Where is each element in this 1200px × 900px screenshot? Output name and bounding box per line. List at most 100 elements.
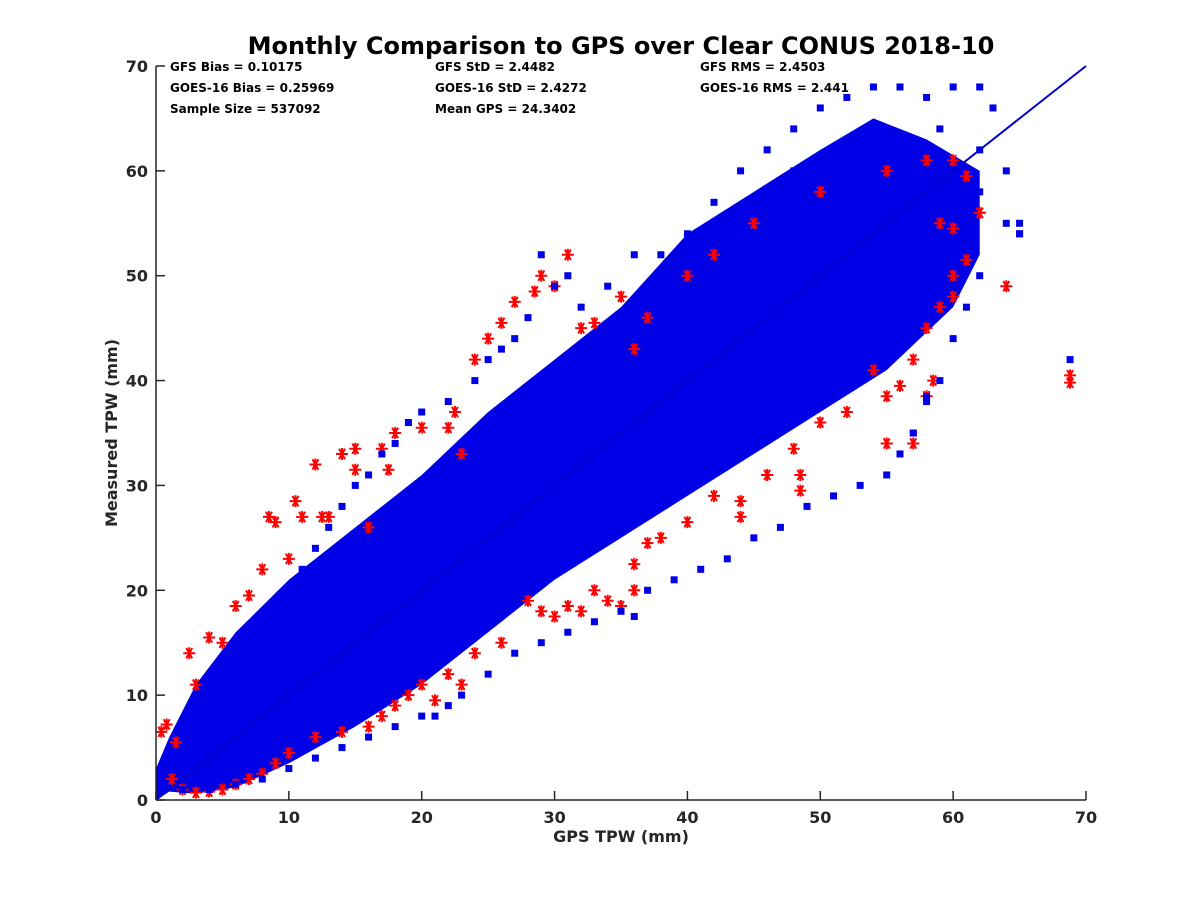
goes16-point <box>256 563 269 576</box>
gfs-point <box>697 565 705 573</box>
y-tick-label: 60 <box>126 162 148 181</box>
gfs-point <box>338 670 346 678</box>
goes16-point <box>880 164 893 177</box>
gfs-point <box>843 93 851 101</box>
goes16-point <box>169 736 182 749</box>
goes16-point <box>960 170 973 183</box>
gfs-point <box>311 544 319 552</box>
gfs-point <box>564 628 572 636</box>
gfs-point <box>325 523 333 531</box>
gfs-point <box>923 93 931 101</box>
goes16-point <box>262 510 275 523</box>
goes16-point <box>628 584 641 597</box>
gfs-point <box>471 377 479 385</box>
goes16-series <box>156 154 1077 799</box>
gfs-point <box>378 450 386 458</box>
gfs-point <box>869 251 877 259</box>
gfs-point <box>218 670 226 678</box>
gfs-point <box>923 398 931 406</box>
goes16-point <box>455 447 468 460</box>
goes16-point <box>468 353 481 366</box>
gfs-point <box>737 167 745 175</box>
goes16-point <box>548 610 561 623</box>
gfs-point <box>790 167 798 175</box>
gfs-point <box>1002 219 1010 227</box>
gfs-point <box>737 219 745 227</box>
gfs-point <box>165 765 173 773</box>
x-tick-label: 40 <box>676 808 698 827</box>
gfs-point <box>949 209 957 217</box>
gfs-point <box>391 565 399 573</box>
gfs-point <box>816 314 824 322</box>
x-tick-label: 0 <box>150 808 161 827</box>
goes16-point <box>362 521 375 534</box>
goes16-point <box>256 767 269 780</box>
axes: 0 10 20 30 40 50 60 70 0 10 20 30 40 50 60 70 <box>126 57 1097 827</box>
goes16-point <box>641 537 654 550</box>
gfs-point <box>444 534 452 542</box>
x-tick-label: 50 <box>809 808 831 827</box>
goes16-point <box>349 442 362 455</box>
goes16-point <box>282 552 295 565</box>
goes16-point <box>708 489 720 502</box>
gfs-point <box>431 712 439 720</box>
goes16-point <box>575 605 588 618</box>
gfs-point <box>232 712 240 720</box>
y-tick-label: 70 <box>126 57 148 76</box>
goes16-point <box>814 185 827 198</box>
goes16-point <box>243 589 255 602</box>
goes16-point <box>442 668 455 681</box>
gfs-point <box>723 555 731 563</box>
goes16-point <box>316 510 329 523</box>
gfs-point <box>590 618 598 626</box>
goes16-point <box>429 694 441 707</box>
goes16-point <box>641 311 654 324</box>
gfs-point <box>218 691 226 699</box>
gfs-point <box>710 377 718 385</box>
gfs-point <box>763 356 771 364</box>
goes16-point <box>160 718 173 731</box>
gfs-point <box>484 356 492 364</box>
gfs-point <box>869 83 877 91</box>
goes16-point <box>415 421 428 434</box>
goes16-point <box>189 678 202 691</box>
gfs-point <box>883 471 891 479</box>
stat-mean-gps: Mean GPS = 24.3402 <box>435 102 576 116</box>
x-tick-label: 30 <box>543 808 565 827</box>
goes16-point <box>561 600 574 613</box>
gfs-point <box>285 765 293 773</box>
goes16-point <box>282 746 295 759</box>
goes16-point <box>1064 376 1077 389</box>
goes16-point <box>402 689 415 702</box>
gfs-point <box>710 293 718 301</box>
gfs-point <box>258 618 266 626</box>
goes16-point <box>947 269 960 282</box>
goes16-point <box>448 406 461 419</box>
gfs-point <box>750 534 758 542</box>
gfs-point <box>391 628 399 636</box>
gfs-point <box>1016 219 1024 227</box>
gfs-point <box>617 377 625 385</box>
goes16-point <box>362 720 375 733</box>
goes16-point <box>681 516 694 529</box>
goes16-point <box>615 290 627 303</box>
gfs-point <box>524 314 532 322</box>
gfs-point <box>537 639 545 647</box>
goes16-point <box>920 322 933 335</box>
gfs-point <box>205 786 213 794</box>
gfs-point <box>763 146 771 154</box>
goes16-point <box>880 390 893 403</box>
gfs-point <box>1016 230 1024 238</box>
goes16-point <box>522 594 534 607</box>
gfs-point <box>338 502 346 510</box>
x-tick-label: 10 <box>278 808 300 827</box>
gfs-point <box>551 502 559 510</box>
gfs-point <box>272 597 280 605</box>
gfs-point <box>657 335 665 343</box>
gfs-point <box>497 481 505 489</box>
gfs-point <box>365 733 373 741</box>
goes16-point <box>156 725 168 738</box>
gfs-point <box>604 460 612 468</box>
goes16-point <box>973 206 986 219</box>
